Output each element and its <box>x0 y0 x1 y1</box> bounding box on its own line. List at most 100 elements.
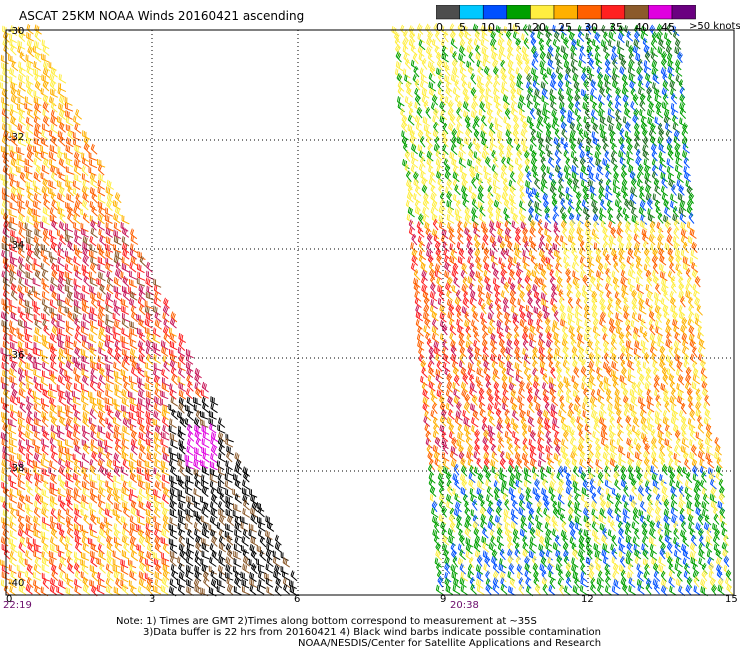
wind-barb-icon <box>545 326 552 338</box>
note-line-2: 3)Data buffer is 22 hrs from 20160421 4)… <box>143 627 601 638</box>
wind-barb-icon <box>42 80 50 92</box>
wind-barb-icon <box>470 583 477 595</box>
wind-barb-icon <box>637 388 645 399</box>
wind-barb-icon <box>595 360 603 371</box>
wind-barb-icon <box>464 520 472 532</box>
wind-barb-icon <box>34 80 42 92</box>
wind-barb-icon <box>235 458 243 470</box>
wind-barb-icon <box>57 241 65 253</box>
wind-barb-icon <box>668 254 675 266</box>
wind-barb-icon <box>122 522 130 533</box>
wind-barb-icon <box>34 24 42 35</box>
wind-barb-icon <box>114 403 123 413</box>
wind-barb-icon <box>107 346 115 358</box>
wind-barb-icon <box>112 550 121 561</box>
wind-barb-icon <box>114 320 122 331</box>
wind-barb-icon <box>121 215 130 225</box>
wind-barb-icon <box>8 445 17 455</box>
wind-barb-icon <box>677 374 685 386</box>
wind-barb-icon <box>136 277 146 287</box>
wind-barb-icon <box>545 542 553 553</box>
wind-barb-icon <box>601 325 609 337</box>
wind-barb-icon <box>138 536 146 548</box>
wind-barb-icon <box>609 444 618 456</box>
wind-barb-icon <box>72 131 81 141</box>
wind-barb-icon <box>689 429 697 441</box>
wind-barb-icon <box>26 86 34 98</box>
wind-barb-icon <box>596 366 604 378</box>
wind-barb-icon <box>41 53 50 63</box>
wind-barb-icon <box>41 334 50 344</box>
wind-barb-icon <box>642 127 648 140</box>
lon-label-0: 0 <box>6 594 13 605</box>
wind-barb-icon <box>503 281 510 294</box>
wind-barb-icon <box>647 213 656 224</box>
wind-barb-icon <box>193 510 202 520</box>
wind-barb-icon <box>683 570 691 582</box>
wind-barb-icon <box>428 380 436 392</box>
wind-barb-icon <box>534 276 541 288</box>
wind-barb-icon <box>465 514 472 527</box>
wind-barb-icon <box>114 206 123 217</box>
wind-barb-icon <box>690 534 697 547</box>
wind-barb-icon <box>58 579 67 590</box>
note-line-3: NOAA/NESDIS/Center for Satellite Applica… <box>298 638 602 649</box>
wind-barb-icon <box>529 451 537 462</box>
wind-barb-icon <box>161 431 170 441</box>
wind-barb-icon <box>588 375 596 387</box>
wind-barb-icon <box>547 563 554 575</box>
wind-barb-icon <box>490 459 498 470</box>
wind-barb-icon <box>586 548 593 560</box>
wind-barb-icon <box>504 213 512 225</box>
wind-barb-icon <box>687 318 695 330</box>
wind-barb-icon <box>708 562 715 574</box>
wind-barb-icon <box>459 346 467 358</box>
wind-barb-icon <box>644 442 651 455</box>
wind-barb-icon <box>466 451 474 462</box>
wind-barb-icon <box>632 416 640 428</box>
wind-barb-icon <box>471 101 478 113</box>
wind-barb-icon <box>599 86 606 98</box>
wind-barb-icon <box>462 297 470 309</box>
wind-barb-icon <box>651 557 659 568</box>
wind-barb-icon <box>32 208 41 218</box>
wind-barb-icon <box>33 221 41 232</box>
wind-barb-icon <box>562 345 569 358</box>
wind-barb-icon <box>96 584 105 595</box>
wind-barb-icon <box>685 290 693 301</box>
wind-barb-icon <box>552 116 560 127</box>
wind-barb-icon <box>106 199 113 211</box>
wind-barb-icon <box>604 150 611 162</box>
wind-barb-icon <box>694 275 701 288</box>
wind-barb-icon <box>232 509 241 519</box>
wind-barb-icon <box>602 451 610 463</box>
wind-barb-icon <box>610 520 617 532</box>
wind-barb-icon <box>612 276 620 288</box>
wind-barb-icon <box>659 271 668 282</box>
wind-barb-icon <box>578 429 585 441</box>
wind-barb-icon <box>693 485 700 497</box>
wind-barb-icon <box>480 114 487 127</box>
wind-barb-icon <box>57 130 66 141</box>
wind-barb-icon <box>479 86 486 98</box>
wind-barb-icon <box>581 199 589 211</box>
wind-barb-icon <box>82 584 91 595</box>
wind-barb-icon <box>475 564 484 575</box>
wind-barb-icon <box>536 318 544 330</box>
wind-barb-icon <box>469 269 476 282</box>
wind-barb-icon <box>66 520 74 532</box>
wind-barb-icon <box>630 177 637 189</box>
wind-barb-icon <box>17 96 26 106</box>
wind-barb-icon <box>588 570 596 582</box>
wind-barb-icon <box>425 107 432 119</box>
wind-barb-icon <box>32 438 41 449</box>
wind-barb-icon <box>652 193 661 204</box>
wind-barb-icon <box>274 542 282 553</box>
wind-barb-icon <box>97 312 105 323</box>
wind-barb-icon <box>725 577 733 588</box>
wind-barb-icon <box>64 96 73 106</box>
wind-barb-icon <box>160 584 169 595</box>
wind-barb-icon <box>495 25 504 36</box>
wind-barb-icon <box>519 528 528 539</box>
wind-barb-icon <box>17 131 26 142</box>
